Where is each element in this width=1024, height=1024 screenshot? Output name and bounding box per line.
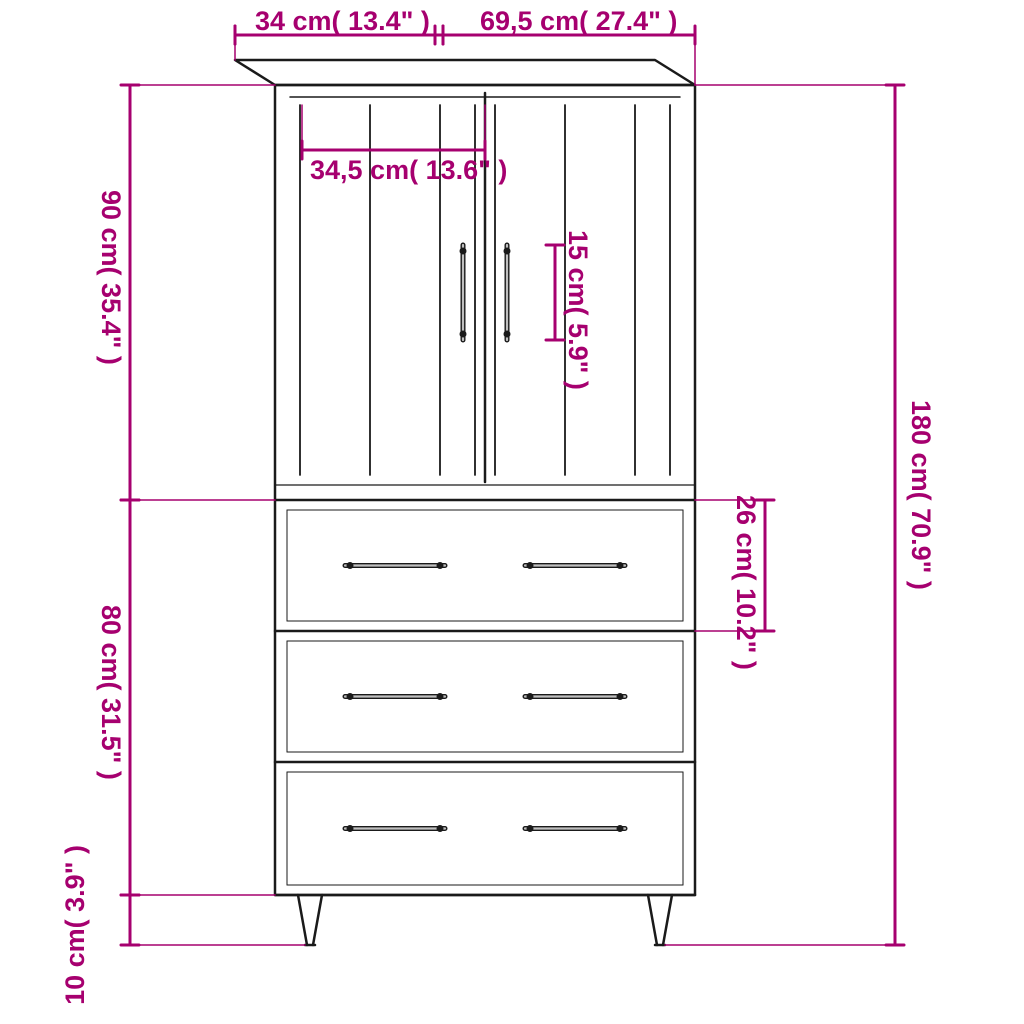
label-depth: 34 cm( 13.4" ) bbox=[255, 6, 430, 37]
label-lower-height: 80 cm( 31.5" ) bbox=[95, 605, 126, 780]
label-leg-height: 10 cm( 3.9" ) bbox=[60, 845, 91, 1005]
label-total-height: 180 cm( 70.9" ) bbox=[905, 400, 936, 590]
dimension-diagram bbox=[0, 0, 1024, 1024]
label-handle-len: 15 cm( 5.9" ) bbox=[562, 230, 593, 390]
label-door-width: 34,5 cm( 13.6" ) bbox=[310, 155, 507, 186]
label-upper-height: 90 cm( 35.4" ) bbox=[95, 190, 126, 365]
label-drawer-h: 26 cm( 10.2" ) bbox=[730, 495, 761, 670]
label-width: 69,5 cm( 27.4" ) bbox=[480, 6, 677, 37]
